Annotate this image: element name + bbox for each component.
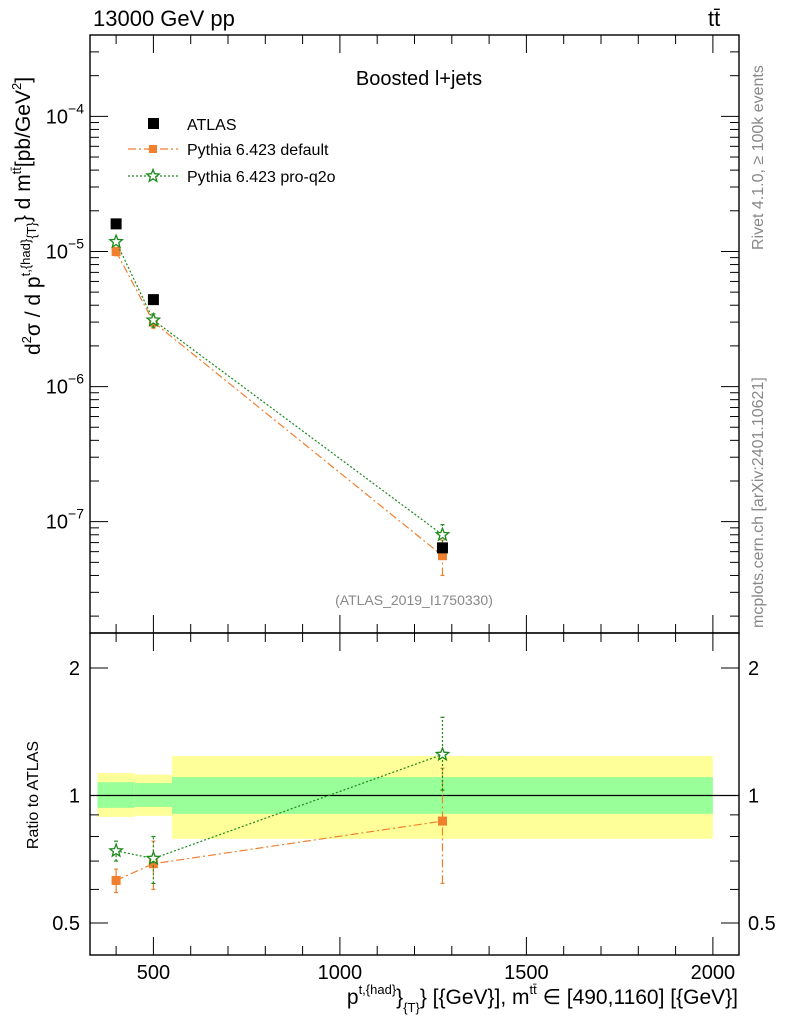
- main-point-atlas: [110, 218, 122, 230]
- main-ytick-label: 10−7: [46, 506, 84, 534]
- legend-label-default: Pythia 6.423 default: [187, 142, 329, 159]
- ratio-x-tick-labels: 500 1000 1500 2000: [137, 962, 735, 984]
- ratio-xtick-label: 1000: [318, 962, 363, 984]
- main-ytick-label: 10−5: [46, 235, 84, 263]
- ratio-y-label: Ratio to ATLAS: [25, 741, 42, 849]
- x-axis-label: pt,{had}}{T}} [{GeV}], mtt̄ ∈ [490,1160]…: [347, 982, 738, 1015]
- ratio-xtick-label: 500: [137, 962, 170, 984]
- ratio-ytick-label-right: 1: [748, 785, 759, 807]
- legend-label-proq2o: Pythia 6.423 pro-q2o: [187, 169, 336, 186]
- legend-item-default: Pythia 6.423 default: [128, 142, 329, 159]
- main-point-proq2o: [108, 233, 125, 249]
- main-point-atlas: [147, 294, 159, 306]
- ratio-series: [108, 716, 451, 894]
- main-ytick-label: 10−4: [46, 100, 84, 128]
- side-label-bottom: mcplots.cern.ch [arXiv:2401.10621]: [750, 377, 767, 628]
- ratio-ytick-label-left: 0.5: [52, 913, 80, 935]
- watermark: (ATLAS_2019_I1750330): [335, 592, 493, 608]
- header-left: 13000 GeV pp: [93, 6, 235, 31]
- legend-item-proq2o: Pythia 6.423 pro-q2o: [128, 167, 336, 186]
- ratio-ytick-label-left: 2: [69, 658, 80, 680]
- legend-marker-default: [149, 145, 157, 153]
- main-point-default: [437, 551, 447, 561]
- main-title: Boosted l+jets: [356, 68, 482, 90]
- main-point-atlas: [436, 542, 448, 554]
- main-ytick-label: 10−6: [46, 371, 84, 399]
- main-point-proq2o: [434, 526, 451, 542]
- main-point-default: [111, 246, 121, 256]
- ratio-point-proq2o: [108, 842, 125, 858]
- ratio-ytick-label-left: 1: [69, 785, 80, 807]
- main-line-default: [115, 251, 443, 557]
- ratio-line-proq2o: [115, 753, 443, 860]
- legend-label-atlas: ATLAS: [187, 117, 237, 134]
- ratio-point-proq2o: [434, 746, 451, 762]
- ratio-xtick-label: 1500: [504, 962, 549, 984]
- ratio-axis-ticks: [90, 633, 739, 955]
- ratio-y-tick-labels: 0.5 0.5 1 1 2 2: [52, 658, 776, 935]
- legend-marker-proq2o: [145, 167, 161, 183]
- ratio-point-default: [111, 875, 121, 885]
- main-y-tick-labels: 10−7 10−6 10−5 10−4: [46, 100, 84, 533]
- ratio-ytick-label-right: 0.5: [748, 913, 776, 935]
- ratio-ytick-label-right: 2: [748, 658, 759, 680]
- ratio-line-default: [115, 820, 443, 881]
- main-y-label: d2σ / d pt,{had}{T}} d mtt̄[pb/GeV2]: [9, 77, 45, 355]
- ratio-point-default: [437, 816, 447, 826]
- main-point-proq2o: [145, 311, 162, 327]
- legend-marker-atlas: [148, 118, 159, 129]
- ratio-point-default: [148, 859, 158, 869]
- ratio-point-proq2o: [145, 850, 162, 866]
- ratio-xtick-label: 2000: [691, 962, 736, 984]
- side-label-top: Rivet 4.1.0, ≥ 100k events: [750, 65, 767, 250]
- main-axis-ticks: [90, 34, 739, 633]
- legend: ATLAS Pythia 6.423 default Pythia 6.423 …: [128, 117, 336, 186]
- main-series: [108, 218, 451, 577]
- main-line-proq2o: [115, 241, 443, 536]
- header-right: tt̄: [708, 6, 720, 31]
- legend-item-atlas: ATLAS: [148, 117, 237, 134]
